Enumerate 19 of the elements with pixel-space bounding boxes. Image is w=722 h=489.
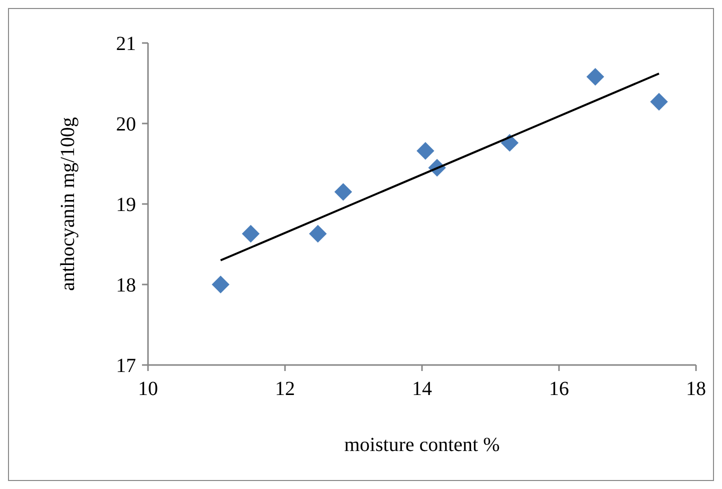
point	[309, 224, 327, 243]
point	[416, 142, 434, 160]
point	[242, 224, 260, 243]
x-axis-title: moisture content %	[344, 434, 500, 456]
y-axis-title: anthocyanin mg/100g	[57, 117, 79, 291]
x-tick-label: 10	[138, 378, 158, 400]
x-tick-label: 14	[412, 378, 432, 400]
y-tick-label: 18	[116, 274, 136, 296]
y-tick-label: 20	[116, 114, 136, 136]
point	[650, 92, 668, 111]
y-tick-label: 21	[116, 33, 136, 55]
x-tick-label: 16	[549, 378, 569, 400]
y-tick-label: 19	[116, 194, 136, 216]
y-tick-label: 17	[116, 355, 136, 377]
x-tick-label: 18	[686, 378, 706, 400]
point	[212, 276, 230, 294]
x-tick-label: 12	[275, 378, 295, 400]
point	[334, 183, 352, 201]
point	[586, 68, 604, 86]
